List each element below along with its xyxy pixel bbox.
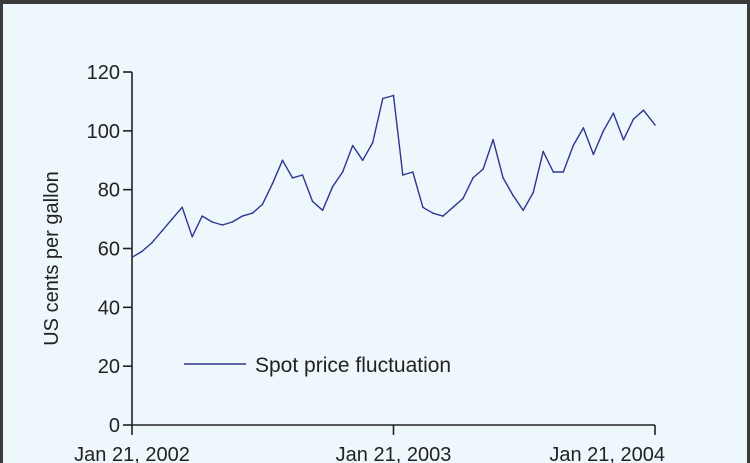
y-tick-label: 40 (98, 297, 120, 319)
data-point (361, 159, 364, 162)
data-point (221, 224, 224, 226)
data-point (241, 215, 244, 217)
data-point (422, 206, 424, 209)
data-point (321, 209, 324, 212)
data-point (562, 171, 565, 173)
data-point (231, 221, 234, 223)
data-point (251, 212, 254, 214)
chart-series (131, 94, 656, 259)
data-point (642, 109, 645, 111)
data-point (492, 138, 494, 141)
data-point (602, 130, 605, 132)
data-point (171, 218, 173, 220)
data-point (382, 97, 384, 100)
data-point (654, 124, 656, 126)
data-point (281, 159, 284, 162)
y-tick-label: 100 (87, 121, 120, 143)
data-point (442, 215, 444, 217)
x-tick-label: Jan 21, 2003 (336, 444, 452, 463)
data-point (452, 206, 454, 209)
data-point (331, 185, 334, 188)
data-point (572, 144, 575, 147)
data-point (482, 168, 484, 170)
data-point (151, 241, 153, 244)
data-point (402, 174, 404, 176)
legend: Spot price fluctuation (184, 354, 451, 377)
data-point (552, 171, 555, 173)
data-point (211, 221, 213, 223)
data-point (311, 200, 314, 203)
data-point (462, 197, 464, 200)
data-point (592, 153, 595, 156)
data-point (291, 177, 294, 179)
data-point (502, 177, 504, 179)
y-axis-ticks: 0 20 40 60 80 100 120 (87, 62, 132, 437)
x-axis-ticks: Jan 21, 2002 Jan 21, 2003 Jan 21, 2004 (74, 425, 665, 463)
data-point (622, 138, 625, 141)
y-tick-label: 20 (98, 356, 120, 378)
y-tick-label: 0 (109, 415, 120, 437)
data-point (351, 144, 354, 147)
data-point (271, 183, 274, 185)
data-point (201, 215, 203, 217)
data-point (161, 230, 163, 232)
data-point (432, 212, 434, 214)
data-point (392, 94, 395, 97)
series-line (131, 94, 656, 258)
data-point (371, 141, 374, 144)
data-point (472, 177, 474, 179)
y-tick-label: 80 (98, 180, 120, 202)
data-point (301, 174, 304, 176)
data-point (612, 112, 615, 114)
data-point (141, 250, 143, 253)
data-point (532, 191, 534, 194)
y-tick-label: 120 (87, 62, 120, 84)
data-point (131, 256, 133, 259)
data-point (522, 209, 524, 212)
data-point (632, 118, 635, 120)
data-point (512, 194, 514, 197)
x-tick-label: Jan 21, 2004 (549, 444, 665, 463)
legend-label: Spot price fluctuation (255, 354, 451, 377)
data-point (261, 203, 264, 206)
y-axis-label: US cents per gallon (41, 171, 63, 346)
data-point (412, 171, 414, 173)
x-tick-label: Jan 21, 2002 (74, 444, 190, 463)
data-point (582, 127, 585, 129)
data-point (542, 150, 544, 153)
data-point (181, 206, 183, 209)
y-tick-label: 60 (98, 239, 120, 261)
data-point (341, 171, 344, 173)
data-point (191, 235, 193, 238)
